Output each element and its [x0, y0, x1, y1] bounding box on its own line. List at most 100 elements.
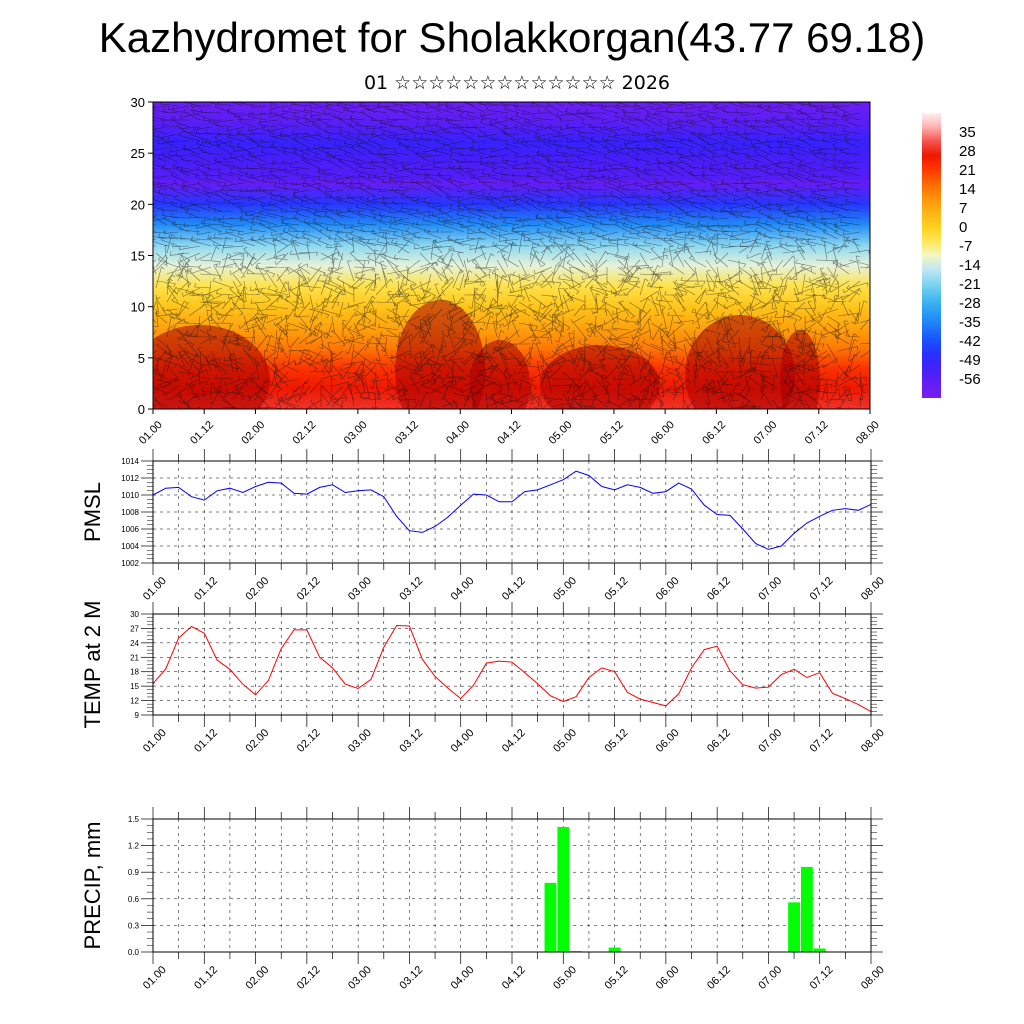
cross-section-ytick-label: 5 — [138, 351, 145, 366]
cross-section-xtick-label: 06.12 — [700, 419, 728, 447]
pmsl-point — [550, 484, 551, 486]
precip-xtick-label: 08.00 — [859, 964, 887, 992]
pmsl-point — [806, 522, 808, 524]
colorbar-label: -21 — [959, 276, 981, 293]
pmsl-point — [357, 490, 359, 492]
pmsl-point — [755, 543, 757, 544]
precip-panel: 0.0 0.3 0.6 0.9 1.2 1.5 01.00 01.12 02.00 02.12 03… — [80, 807, 887, 992]
temp-point — [793, 668, 795, 670]
warm-core — [685, 315, 795, 409]
temp-point — [716, 645, 718, 647]
precip-bar — [813, 948, 826, 952]
pmsl-point — [511, 501, 513, 503]
temp-point — [652, 702, 654, 703]
colorbar-label: 35 — [959, 124, 976, 141]
colorbar-label: -14 — [959, 257, 981, 274]
temp-point — [832, 692, 833, 694]
precip-ylabel: PRECIP, mm — [80, 822, 105, 950]
pmsl-point — [280, 482, 282, 484]
pmsl-point — [447, 516, 449, 518]
temp-point — [370, 679, 372, 680]
temp-xtick-label: 07.12 — [808, 727, 836, 755]
pmsl-point — [678, 482, 680, 484]
temp-ytick-label: 12 — [130, 697, 139, 706]
temp-point — [639, 698, 641, 700]
colorbar-label: 21 — [959, 162, 976, 179]
pmsl-point — [729, 515, 731, 516]
precip-xtick-label: 03.00 — [346, 964, 374, 992]
wind-barb-paths — [153, 102, 870, 409]
temp-point — [460, 698, 462, 700]
temp-point — [498, 660, 500, 662]
pmsl-xtick-label: 05.12 — [602, 575, 630, 603]
jet-band — [153, 150, 870, 180]
pmsl-point — [229, 487, 231, 489]
pmsl-ytick-label: 1012 — [121, 474, 139, 483]
temp-xtick-label: 06.12 — [705, 727, 733, 755]
pmsl-xtick-label: 03.12 — [397, 575, 425, 603]
pmsl-xtick-label: 06.00 — [654, 575, 682, 603]
warm-core — [153, 325, 270, 409]
cross-section-xtick-label: 03.00 — [342, 419, 370, 447]
precip-bar — [788, 902, 800, 952]
temp-xtick-label: 02.12 — [295, 727, 323, 755]
temp-point — [396, 625, 398, 626]
cross-section-ytick-label: 15 — [131, 249, 145, 264]
precip-xtick-label: 07.12 — [808, 964, 836, 992]
precip-ytick-label: 1.2 — [128, 842, 140, 851]
pmsl-point — [460, 504, 462, 506]
temp-ytick-label: 27 — [130, 624, 139, 633]
pmsl-point — [191, 496, 192, 498]
temp-point — [857, 704, 859, 705]
precip-xtick-label: 07.00 — [756, 964, 784, 992]
pmsl-point — [434, 526, 436, 527]
colorbar-label: 14 — [959, 181, 976, 198]
pmsl-point — [332, 484, 333, 486]
pmsl-point — [588, 475, 590, 476]
temp-point — [806, 677, 808, 678]
temp-point — [191, 626, 192, 627]
pmsl-xtick-label: 08.00 — [859, 575, 887, 603]
pmsl-xtick-label: 04.00 — [449, 575, 477, 603]
pmsl-point — [293, 492, 295, 494]
pmsl-point — [306, 493, 308, 495]
temp-point — [819, 672, 821, 674]
pmsl-point — [575, 470, 577, 472]
pmsl-point — [485, 494, 487, 496]
pmsl-point — [242, 492, 244, 493]
temp-xtick-label: 05.00 — [551, 727, 579, 755]
temp-panel: 9 12 15 18 21 24 27 30 01.00 01.12 02.00 02.12 03.00… — [80, 601, 887, 755]
pmsl-xtick-label: 02.12 — [295, 575, 323, 603]
temp-point — [485, 662, 487, 664]
temp-point — [524, 672, 526, 674]
pmsl-point — [639, 486, 641, 488]
pmsl-xtick-label: 05.00 — [551, 575, 579, 603]
temp-point — [434, 676, 436, 677]
cross-section-xtick-label: 01.00 — [137, 419, 165, 447]
temp-point — [267, 679, 269, 681]
pmsl-point — [216, 490, 218, 492]
precip-bar — [544, 882, 557, 952]
temp-point — [537, 683, 539, 685]
temp-point — [344, 683, 346, 685]
temp-point — [203, 632, 205, 634]
colorbar-label: -56 — [959, 371, 981, 388]
temp-point — [678, 693, 680, 695]
pmsl-point — [626, 484, 628, 486]
temp-point — [588, 677, 590, 678]
pmsl-xtick-label: 04.12 — [500, 575, 528, 603]
temp-ytick-label: 15 — [130, 682, 139, 691]
pmsl-point — [857, 509, 859, 511]
cross-section-xtick-label: 03.12 — [393, 419, 421, 447]
temp-point — [614, 671, 615, 673]
temp-point — [306, 629, 308, 631]
temp-ytick-label: 9 — [135, 711, 140, 720]
temp-point — [319, 656, 321, 658]
temp-point — [178, 637, 180, 639]
temp-xtick-label: 03.12 — [397, 727, 425, 755]
chart-subtitle: 01 ☆☆☆☆☆☆☆☆☆☆☆☆☆ 2026 — [363, 72, 671, 94]
pmsl-point — [383, 496, 385, 498]
cross-section-xtick-label: 01.12 — [188, 419, 216, 447]
pmsl-point — [768, 549, 769, 550]
